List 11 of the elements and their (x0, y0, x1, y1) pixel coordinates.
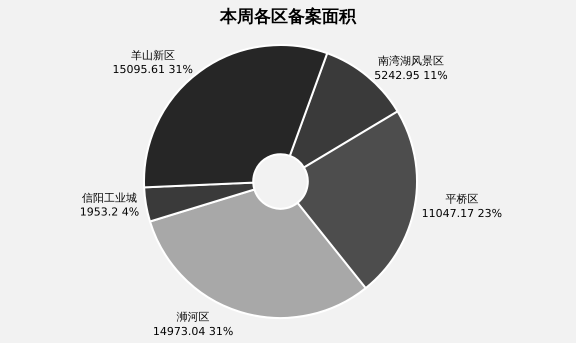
slice-label: 平桥区 (445, 192, 478, 206)
data-label: 14973.04 31% (152, 325, 234, 338)
data-label: 11047.17 23% (422, 206, 502, 220)
slice-label: 羊山新区 (130, 48, 175, 62)
slice-label: 信阳工业城 (82, 191, 137, 204)
slice-label: 浉河区 (176, 310, 210, 324)
chart-title: 本周各区备案面积 (219, 6, 357, 28)
data-label: 15095.61 31% (112, 63, 193, 76)
data-label: 5242.95 11% (374, 68, 448, 82)
data-label: 1953.2 4% (80, 206, 140, 219)
slice-label: 南湾湖风景区 (378, 54, 444, 68)
